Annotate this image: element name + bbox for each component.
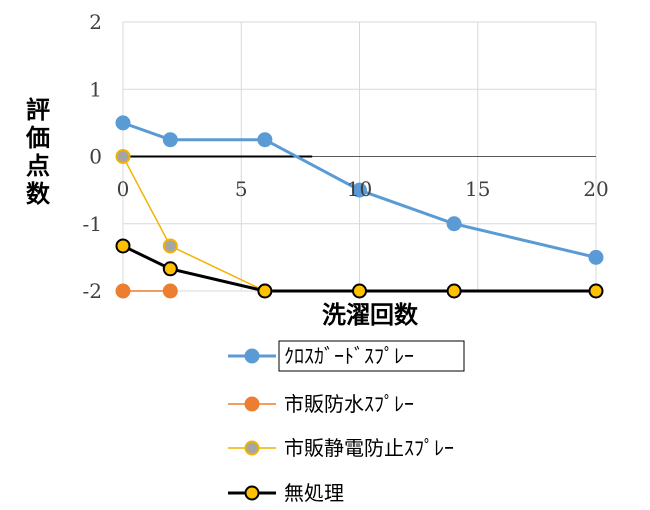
data-point [162, 283, 178, 299]
data-point [588, 249, 604, 265]
x-tick-label: 0 [117, 177, 130, 201]
data-point [588, 283, 604, 299]
data-point [162, 261, 178, 277]
series-line [122, 121, 597, 259]
x-tick-label: 5 [235, 177, 248, 201]
legend-label: 市販防水ｽﾌﾟﾚｰ [284, 392, 414, 416]
legend-marker [244, 440, 260, 456]
data-point [446, 283, 462, 299]
series-markers [115, 115, 604, 299]
legend-marker [244, 485, 260, 501]
data-point [115, 149, 131, 164]
y-axis-title-char: 点 [26, 152, 50, 180]
y-tick-label: 2 [89, 10, 102, 34]
y-tick-label: 1 [89, 77, 102, 101]
legend-label: 市販静電防止ｽﾌﾟﾚｰ [284, 436, 454, 460]
data-point [115, 238, 131, 254]
data-point [352, 182, 367, 198]
legend-label: 無処理 [284, 481, 344, 505]
x-tick-label: 20 [583, 177, 608, 201]
data-point [446, 216, 462, 232]
y-tick-label: -2 [83, 279, 102, 303]
data-point [352, 283, 367, 299]
y-tick-label: 0 [89, 145, 102, 169]
data-point [115, 283, 131, 299]
legend-marker [244, 348, 260, 364]
y-tick-label: -1 [83, 212, 102, 236]
data-point [257, 283, 273, 299]
data-point [115, 115, 131, 131]
data-point [162, 132, 178, 148]
legend-label: ｸﾛｽｶﾞｰﾄﾞｽﾌﾟﾚｰ [284, 344, 414, 368]
series-line [122, 244, 596, 293]
legend-marker [244, 396, 260, 412]
legend-highlight-box [278, 340, 465, 372]
y-axis-title-char: 評 [26, 96, 50, 124]
y-axis-title-char: 数 [26, 180, 51, 208]
data-point [162, 238, 178, 254]
data-point [257, 132, 273, 148]
x-tick-label: 15 [465, 177, 490, 201]
x-tick-label: 10 [347, 177, 372, 201]
tick-labels: 210-1-20 5 10 15 20 [83, 10, 609, 303]
y-axis-title-char: 価 [25, 124, 50, 152]
legend: ｸﾛｽｶﾞｰﾄﾞｽﾌﾟﾚｰ 市販防水ｽﾌﾟﾚｰ 市販静電防止ｽﾌﾟﾚｰ 無処理 [228, 344, 454, 505]
x-axis-title: 洗濯回数 [322, 301, 419, 329]
